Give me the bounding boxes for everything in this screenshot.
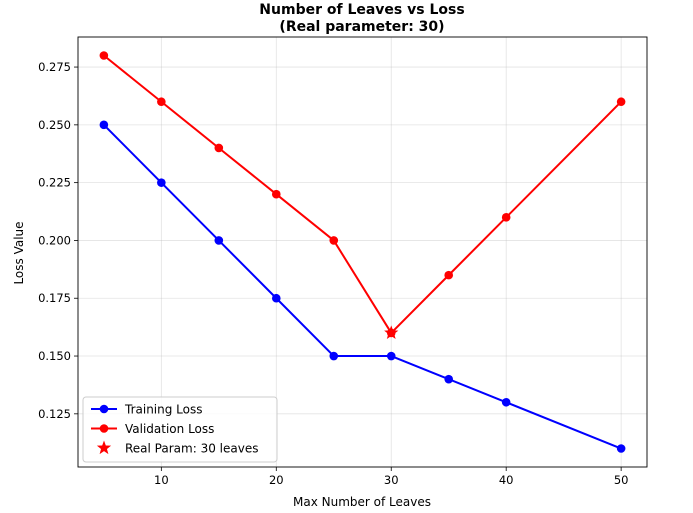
y-tick-label: 0.250 [38,118,71,132]
data-point [501,213,511,222]
data-point [271,293,281,303]
chart-subtitle: (Real parameter: 30) [279,19,444,35]
data-point [444,270,454,280]
x-tick-label: 30 [384,473,399,487]
y-tick-label: 0.125 [38,407,71,421]
y-tick-label: 0.200 [38,233,71,247]
data-point [157,178,166,187]
y-tick-label: 0.275 [38,60,71,74]
legend-marker [99,424,109,433]
data-point [214,143,224,153]
data-point [501,397,511,407]
legend-label: Validation Loss [125,422,214,436]
data-point [329,236,339,245]
x-axis-label: Max Number of Leaves [293,495,431,509]
chart-title: Number of Leaves vs Loss [259,2,464,18]
legend-label: Real Param: 30 leaves [125,441,258,455]
plot-frame [77,36,648,468]
x-tick-label: 20 [269,473,284,487]
x-tick-label: 50 [614,473,629,487]
y-axis-label: Loss Value [12,221,26,284]
data-point [99,120,109,130]
data-point [444,374,454,384]
data-point [271,189,281,199]
data-point [157,97,166,107]
real-param-star-marker [384,325,399,339]
legend-label: Training Loss [124,402,202,416]
data-point [99,51,109,60]
grid [78,37,647,467]
series-layer [99,51,626,453]
axes [77,36,648,468]
legend-star-marker [96,440,112,455]
x-tick-label: 10 [154,473,169,487]
y-tick-label: 0.175 [38,291,71,305]
data-point [616,97,626,107]
y-tick-label: 0.225 [38,176,71,190]
legend: Training Loss Validation Loss Real Param: … [82,396,278,463]
y-tick-label: 0.150 [38,349,71,363]
legend-box [82,396,278,463]
data-point [214,236,224,245]
series-training-loss [99,120,626,453]
x-tick-label: 40 [499,473,514,487]
ticks: 10 20 30 40 50 0.125 0.150 0.175 0.200 0.225 0.250… [38,60,628,487]
data-point [386,351,396,361]
data-point [329,351,339,361]
legend-marker [99,404,109,414]
data-point [616,444,626,453]
